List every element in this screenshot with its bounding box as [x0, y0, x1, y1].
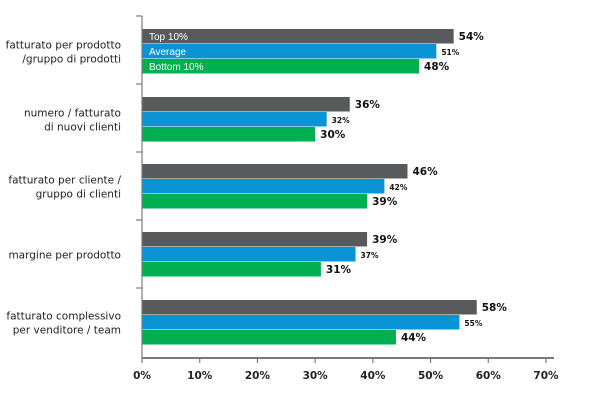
- bar-average-2: [142, 179, 385, 194]
- legend-entry: Average: [149, 47, 187, 58]
- bar-top-10--0: [142, 29, 454, 44]
- data-label: 39%: [372, 196, 398, 208]
- category-labels: fatturato per prodotto/gruppo di prodott…: [6, 40, 122, 337]
- bar-top-10--2: [142, 164, 408, 179]
- data-label: 36%: [355, 99, 381, 111]
- bar-top-10--3: [142, 232, 368, 247]
- x-tick-label: 50%: [418, 370, 444, 382]
- bar-bottom-10--0: [142, 59, 420, 74]
- bar-average-0: [142, 44, 437, 59]
- data-label: 37%: [361, 251, 379, 260]
- x-tick-label: 40%: [360, 370, 386, 382]
- bar-bottom-10--1: [142, 127, 316, 142]
- x-tick-label: 20%: [245, 370, 271, 382]
- x-tick-label: 30%: [303, 370, 329, 382]
- bar-bottom-10--2: [142, 194, 368, 209]
- category-label: fatturato complessivo: [6, 311, 121, 323]
- bars: [142, 29, 477, 345]
- category-label: margine per prodotto: [8, 250, 121, 262]
- data-label: 32%: [332, 116, 350, 125]
- data-label: 44%: [401, 332, 427, 344]
- category-label: gruppo di clienti: [36, 189, 121, 201]
- bar-bottom-10--4: [142, 330, 396, 345]
- data-label: 58%: [482, 302, 508, 314]
- category-label: per venditore / team: [13, 325, 121, 337]
- category-label: numero / fatturato: [24, 108, 121, 120]
- bar-average-1: [142, 112, 327, 127]
- value-labels: 54%51% 48% 36% 32% 30% 46% 42% 39% 39% 37% 31% 58%5…: [149, 31, 507, 344]
- bar-top-10--1: [142, 97, 350, 112]
- data-label: 55%: [464, 319, 482, 328]
- x-tick-label: 0%: [133, 370, 151, 382]
- x-axis: 0% 10% 20% 30% 40% 50% 60% 70%: [133, 15, 559, 382]
- data-label: 54%: [459, 31, 485, 43]
- data-label: 30%: [320, 129, 346, 141]
- data-label: 46%: [412, 166, 438, 178]
- category-label: fatturato per cliente /: [8, 175, 121, 187]
- bar-average-3: [142, 247, 356, 262]
- data-label: 39%: [372, 234, 398, 246]
- bar-top-10--4: [142, 300, 477, 315]
- data-label: 51%: [441, 48, 459, 57]
- data-label: 48%: [424, 61, 450, 73]
- legend-entry: Top 10%: [149, 32, 188, 43]
- x-tick-label: 10%: [187, 370, 213, 382]
- data-label: 42%: [389, 183, 407, 192]
- x-tick-label: 70%: [533, 370, 559, 382]
- data-label: 31%: [326, 264, 352, 276]
- x-tick-label: 60%: [476, 370, 502, 382]
- category-label: fatturato per prodotto: [6, 40, 121, 52]
- category-label: di nuovi clienti: [44, 122, 121, 134]
- category-label: /gruppo di prodotti: [22, 54, 121, 66]
- legend-entry: Bottom 10%: [149, 62, 204, 73]
- bar-bottom-10--3: [142, 262, 321, 277]
- bar-average-4: [142, 315, 460, 330]
